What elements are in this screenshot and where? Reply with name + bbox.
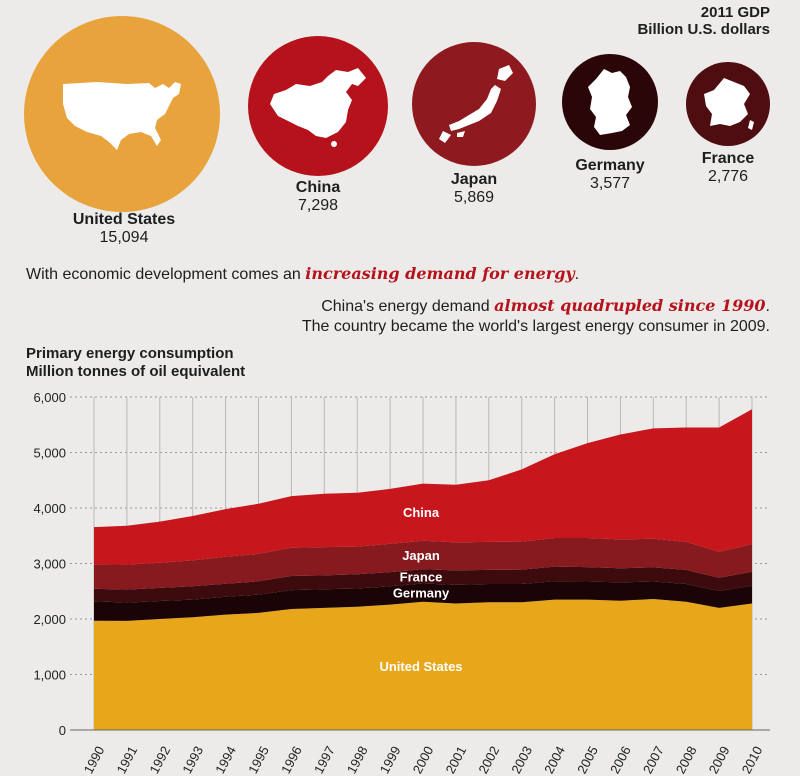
x-tick-label: 2007	[640, 744, 667, 776]
country-value: 3,577	[589, 175, 631, 192]
x-tick-label: 2008	[673, 744, 700, 776]
china-text-highlight: almost quadrupled since 1990	[494, 296, 766, 315]
series-label-china: China	[403, 505, 440, 520]
x-tick-label: 1994	[212, 744, 239, 776]
x-tick-label: 2004	[541, 744, 568, 776]
gdp-title: 2011 GDP Billion U.S. dollars	[637, 4, 770, 38]
area-china	[94, 409, 752, 565]
x-tick-label: 1993	[179, 744, 206, 776]
china-text-line3: The country became the world's largest e…	[301, 318, 770, 335]
y-tick-label: 1,000	[33, 668, 66, 683]
area-france	[94, 566, 752, 603]
y-tick-label: 0	[59, 723, 66, 738]
chart-areas	[94, 409, 752, 730]
intro-text: With economic development comes an incre…	[26, 264, 579, 284]
country-name: Germany	[575, 157, 645, 174]
country-germany: Germany 3,577	[560, 156, 660, 193]
china-text-pre: China's energy demand	[321, 298, 495, 315]
country-japan: Japan 5,869	[424, 170, 524, 207]
gdp-title-line1: 2011 GDP	[700, 4, 770, 21]
x-tick-label: 1995	[245, 744, 272, 776]
country-value: 15,094	[99, 229, 149, 246]
energy-chart: United States Germany France Japan China 0 1,…	[33, 390, 770, 776]
usa-map-icon	[63, 82, 181, 150]
china-text: China's energy demand almost quadrupled …	[302, 296, 770, 337]
x-tick-label: 1991	[114, 744, 141, 776]
chart-title: Primary energy consumption Million tonne…	[26, 345, 245, 381]
country-name: France	[701, 150, 755, 167]
y-tick-label: 3,000	[33, 557, 66, 572]
china-text-post: .	[765, 298, 770, 315]
area-japan	[94, 538, 752, 590]
area-united-states	[94, 599, 752, 730]
japan-map-icon	[439, 65, 513, 143]
germany-map-icon	[588, 69, 632, 135]
y-tick-label: 6,000	[33, 390, 66, 405]
x-tick-label: 1992	[146, 744, 173, 776]
country-name: China	[295, 179, 341, 196]
x-tick-label: 2005	[574, 744, 601, 776]
y-tick-label: 2,000	[33, 612, 66, 627]
series-label-japan: Japan	[402, 548, 440, 563]
china-circle	[248, 36, 388, 176]
country-value: 5,869	[453, 189, 495, 206]
x-tick-label: 2010	[739, 744, 766, 776]
x-tick-label: 2002	[475, 744, 502, 776]
x-tick-label: 2000	[410, 744, 437, 776]
france-circle	[686, 62, 770, 146]
y-tick-label: 5,000	[33, 446, 66, 461]
usa-circle	[24, 16, 220, 212]
chart-subtitle: Million tonnes of oil equivalent	[26, 363, 246, 380]
intro-text-post: .	[574, 266, 580, 283]
country-name: United States	[72, 211, 176, 228]
country-name: Japan	[450, 171, 498, 188]
country-france: France 2,776	[678, 149, 778, 186]
x-tick-label: 2001	[443, 744, 470, 776]
country-usa: United States 15,094	[54, 210, 194, 247]
x-tick-label: 2003	[508, 744, 535, 776]
x-tick-label: 1999	[377, 744, 404, 776]
x-tick-label: 1997	[311, 744, 338, 776]
series-label-united-states: United States	[379, 659, 462, 674]
chart-series-labels: United States Germany France Japan China	[379, 505, 462, 674]
x-tick-label: 2006	[607, 744, 634, 776]
x-tick-label: 2009	[706, 744, 733, 776]
china-map-icon	[270, 68, 366, 147]
japan-circle	[412, 42, 536, 166]
country-value: 7,298	[297, 197, 339, 214]
country-china: China 7,298	[268, 178, 368, 215]
series-label-germany: Germany	[393, 586, 450, 601]
germany-circle	[562, 54, 658, 150]
x-tick-label: 1996	[278, 744, 305, 776]
intro-text-highlight: increasing demand for energy	[305, 264, 575, 283]
y-tick-label: 4,000	[33, 501, 66, 516]
x-tick-label: 1990	[81, 744, 108, 776]
country-value: 2,776	[707, 168, 749, 185]
intro-text-pre: With economic development comes an	[26, 266, 306, 283]
gdp-title-line2: Billion U.S. dollars	[637, 21, 770, 38]
france-map-icon	[704, 78, 754, 130]
area-germany	[94, 581, 752, 621]
chart-title-main: Primary energy consumption	[26, 345, 234, 362]
x-tick-label: 1998	[344, 744, 371, 776]
series-label-france: France	[400, 569, 443, 584]
